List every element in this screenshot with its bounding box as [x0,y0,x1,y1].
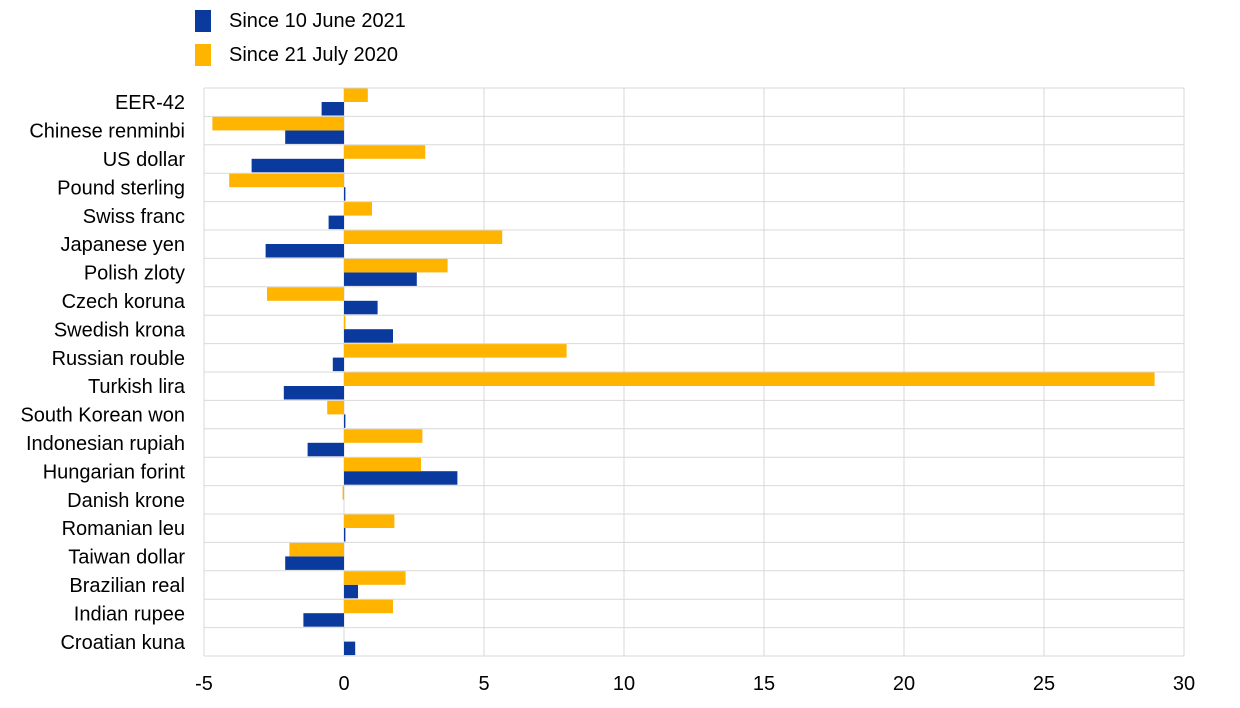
bar-series-2 [344,571,406,585]
category-label: Czech koruna [62,291,186,313]
category-label: EER-42 [115,92,185,114]
category-label: Indian rupee [74,603,185,625]
legend-swatch-series-2 [195,44,211,66]
bar-series-1 [283,386,344,400]
bar-series-1 [344,471,458,485]
bar-series-2 [212,116,344,131]
legend-label-series-2: Since 21 July 2020 [229,43,399,66]
x-tick-label: 20 [893,673,915,695]
bar-series-1 [344,272,417,286]
bar-series-2 [344,202,372,216]
bar-series-1 [285,130,344,144]
bar-series-2 [344,429,423,443]
bar-series-2 [344,315,346,330]
x-tick-label: -5 [195,673,213,695]
bar-series-1 [344,584,358,599]
bar-series-2 [289,542,344,557]
legend-label-series-1: Since 10 June 2021 [229,9,406,32]
bar-series-1 [285,556,344,570]
legend-item-series-1: Since 10 June 2021 [195,4,406,38]
bar-series-2 [344,230,503,244]
bar-series-1 [328,215,344,230]
bar-series-2 [229,173,344,188]
bar-series-2 [344,599,393,614]
bar-series-1 [303,613,344,627]
bar-series-1 [344,300,378,315]
category-label: Polish zloty [84,263,185,285]
category-label: Turkish lira [88,376,186,398]
bar-series-2 [344,88,368,102]
bar-series-2 [344,457,421,472]
bar-series-1 [344,187,346,201]
bar-series-2 [344,372,1155,386]
bar-series-1 [307,442,344,457]
category-label: Swiss franc [83,206,185,228]
x-tick-label: 5 [478,673,489,695]
category-label: Chinese renminbi [29,121,185,143]
bar-series-2 [344,145,426,159]
bar-series-1 [344,528,346,542]
bar-series-1 [344,329,393,343]
category-label: US dollar [103,149,186,171]
legend-item-series-2: Since 21 July 2020 [195,38,406,72]
category-label: Pound sterling [57,177,185,199]
category-label: Hungarian forint [43,461,186,483]
category-label: South Korean won [20,405,185,427]
category-label: Taiwan dollar [68,547,185,569]
bar-series-2 [344,344,567,358]
category-label: Russian rouble [52,348,185,370]
chart-legend: Since 10 June 2021 Since 21 July 2020 [195,4,406,72]
legend-swatch-series-1 [195,10,211,32]
x-tick-label: 30 [1173,673,1195,695]
bar-series-1 [332,357,344,372]
category-label: Indonesian rupiah [26,433,185,455]
bar-series-1 [344,414,346,428]
x-tick-label: 25 [1033,673,1055,695]
category-label: Brazilian real [69,575,185,597]
bar-series-2 [344,514,395,528]
bar-series-2 [342,486,344,500]
x-tick-label: 0 [338,673,349,695]
bar-series-2 [344,258,448,273]
bar-series-1 [265,244,344,258]
bar-series-1 [321,102,344,116]
bar-series-2 [267,287,344,301]
bar-series-2 [327,400,344,415]
category-label: Romanian leu [62,518,185,540]
x-tick-label: 15 [753,673,775,695]
category-label: Swedish krona [54,319,186,341]
bar-series-1 [251,158,344,173]
category-label: Japanese yen [60,234,185,256]
category-label: Croatian kuna [60,632,185,654]
x-tick-label: 10 [613,673,635,695]
category-label: Danish krone [67,490,185,512]
bar-series-1 [344,641,356,656]
